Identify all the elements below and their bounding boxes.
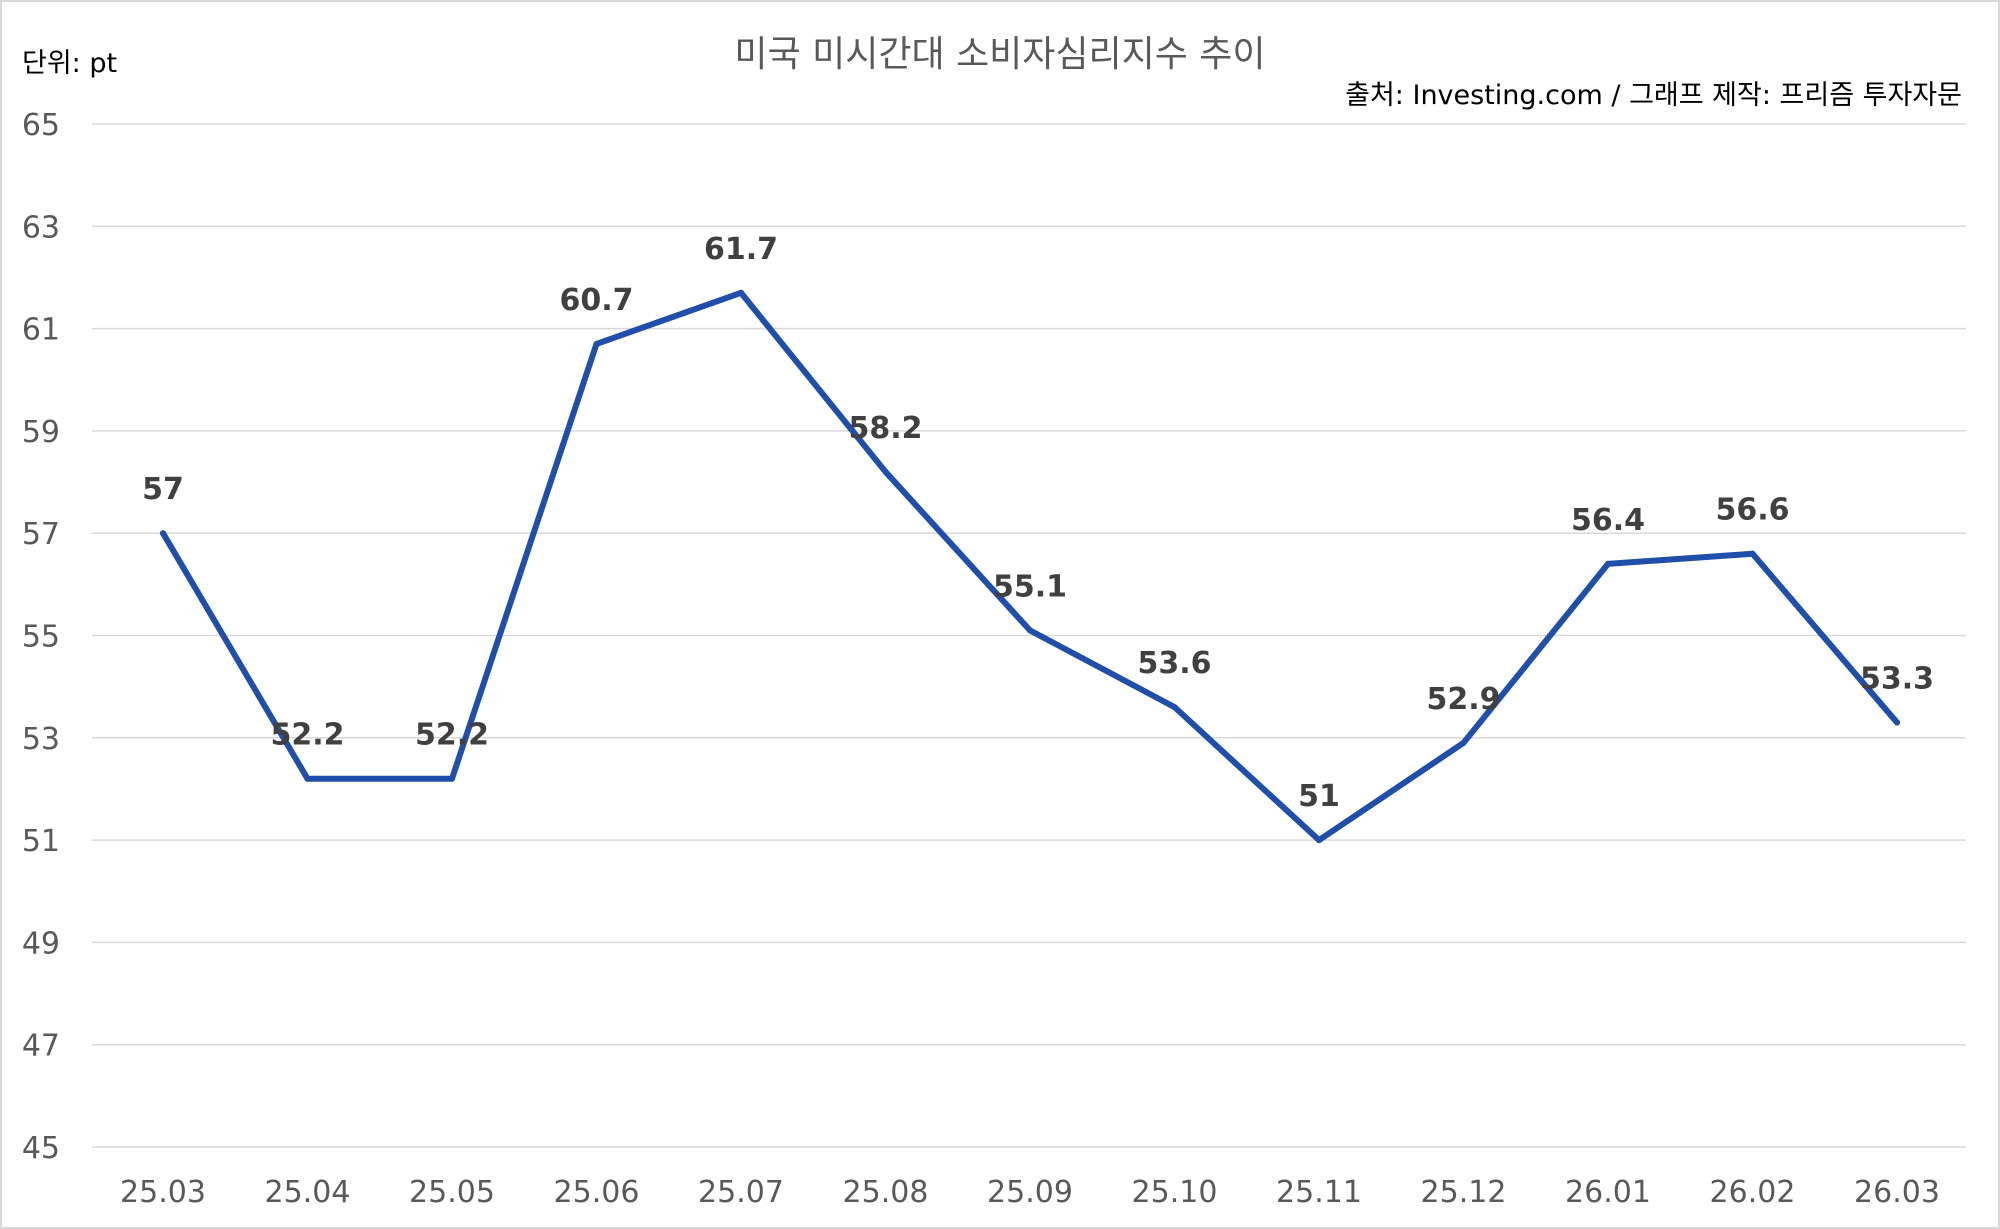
x-tick-label: 25.07 [698, 1175, 784, 1210]
series-group [160, 289, 1900, 844]
gridlines [92, 123, 1966, 1148]
x-tick-label: 25.06 [554, 1175, 640, 1210]
x-tick-label: 25.03 [120, 1175, 206, 1210]
x-tick-label: 25.12 [1421, 1175, 1507, 1210]
x-tick-label: 26.03 [1854, 1175, 1940, 1210]
unit-label: 단위: pt [22, 48, 117, 79]
y-tick-label: 49 [22, 926, 60, 961]
data-label: 57 [142, 472, 184, 507]
data-point [1171, 704, 1178, 711]
data-point [1316, 837, 1322, 844]
data-label: 51 [1298, 779, 1340, 814]
data-point [738, 289, 744, 296]
data-label: 53.6 [1137, 646, 1211, 681]
x-tick-label: 26.02 [1710, 1175, 1796, 1210]
x-tick-label: 25.10 [1132, 1175, 1218, 1210]
data-point [1460, 739, 1467, 746]
y-axis: 45 47 49 51 53 55 57 59 61 63 65 [22, 108, 60, 1166]
x-tick-label: 26.01 [1565, 1175, 1651, 1210]
data-point [882, 468, 889, 475]
data-label: 56.4 [1571, 503, 1645, 538]
x-tick-label: 25.04 [265, 1175, 351, 1210]
x-tick-label: 25.11 [1276, 1175, 1362, 1210]
y-tick-label: 59 [22, 415, 60, 450]
data-point [1605, 560, 1611, 567]
data-label: 60.7 [559, 283, 633, 318]
y-tick-label: 63 [22, 210, 60, 245]
y-tick-label: 53 [22, 722, 60, 757]
y-tick-label: 55 [22, 620, 60, 655]
x-axis: 25.03 25.04 25.05 25.06 25.07 25.08 25.09 25.10… [120, 1175, 1940, 1210]
y-tick-label: 47 [22, 1029, 60, 1064]
y-tick-label: 65 [22, 108, 60, 143]
data-point [593, 340, 600, 347]
data-label: 56.6 [1715, 493, 1789, 528]
y-tick-label: 51 [22, 824, 60, 859]
source-label: 출처: Investing.com / 그래프 제작: 프리즘 투자자문 [1345, 80, 1962, 111]
data-point [1894, 719, 1900, 726]
data-point [1027, 627, 1033, 634]
chart-title: 미국 미시간대 소비자심리지수 추이 [734, 34, 1265, 75]
x-tick-label: 25.08 [843, 1175, 929, 1210]
data-label: 58.2 [848, 411, 922, 446]
data-label: 53.3 [1860, 661, 1934, 696]
data-label: 55.1 [993, 569, 1067, 604]
data-label: 52.2 [415, 718, 489, 753]
y-tick-label: 57 [22, 517, 60, 552]
x-tick-label: 25.09 [987, 1175, 1073, 1210]
data-label: 52.2 [270, 718, 344, 753]
data-labels: 57 52.2 52.2 60.7 61.7 58.2 55.1 53.6 51 52.9 56.4… [142, 232, 1934, 814]
y-tick-label: 61 [22, 313, 60, 348]
y-tick-label: 45 [22, 1131, 60, 1166]
data-label: 52.9 [1426, 682, 1500, 717]
data-point [449, 775, 455, 782]
x-tick-label: 25.05 [409, 1175, 495, 1210]
data-point [304, 775, 311, 782]
data-point [1749, 550, 1756, 557]
data-point [160, 530, 166, 537]
data-label: 61.7 [704, 232, 778, 267]
